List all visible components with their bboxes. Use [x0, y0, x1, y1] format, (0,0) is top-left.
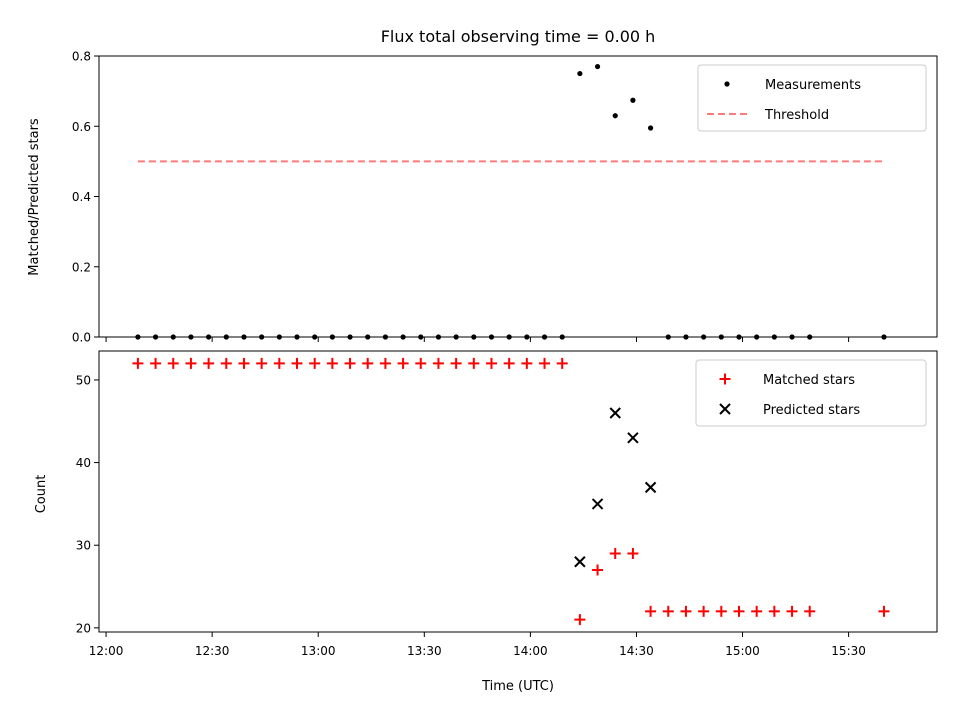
- matched-stars-point: [309, 357, 321, 369]
- bottom-y-tick-label: 30: [76, 539, 91, 553]
- matched-stars-point: [415, 357, 427, 369]
- bottom-series-matched-stars: [132, 357, 890, 626]
- bottom-y-tick-label: 50: [76, 373, 91, 387]
- x-tick-label: 15:00: [725, 644, 760, 658]
- top-y-axis-label: Matched/Predicted stars: [27, 118, 42, 276]
- legend-entry-label: Matched stars: [763, 373, 855, 388]
- matched-stars-point: [627, 547, 639, 559]
- legend-dot-swatch: [724, 81, 730, 87]
- matched-stars-point: [344, 357, 356, 369]
- top-y-tick-label: 0.2: [72, 260, 91, 274]
- matched-stars-point: [662, 605, 674, 617]
- matched-stars-point: [521, 357, 533, 369]
- chart-title: Flux total observing time = 0.00 h: [381, 27, 656, 46]
- legend-entry-label: Threshold: [764, 108, 829, 123]
- x-stroke-b: [627, 432, 639, 444]
- matched-stars-point: [592, 564, 604, 576]
- matched-stars-point: [220, 357, 232, 369]
- matched-stars-point: [450, 357, 462, 369]
- matched-stars-point: [698, 605, 710, 617]
- matched-stars-point: [362, 357, 374, 369]
- legend-entry-label: Predicted stars: [763, 403, 860, 418]
- matched-stars-point: [733, 605, 745, 617]
- matched-stars-point: [132, 357, 144, 369]
- top-legend-box: [697, 64, 927, 132]
- top-y-tick-label: 0.8: [72, 50, 91, 64]
- x-tick-label: 15:30: [831, 644, 866, 658]
- matched-stars-point: [468, 357, 480, 369]
- matched-stars-point: [539, 357, 551, 369]
- legend-entry-label: Measurements: [765, 78, 861, 93]
- top-y-tick-label: 0.6: [72, 120, 91, 134]
- predicted-stars-point: [574, 556, 586, 568]
- top-panel: 0.00.20.40.60.8 Matched/Predicted stars …: [27, 50, 938, 345]
- bottom-plot-frame: [98, 350, 938, 633]
- x-stroke-b: [574, 556, 586, 568]
- measurement-point: [577, 70, 583, 77]
- bottom-legend-box: [695, 359, 927, 427]
- x-stroke-b: [591, 498, 604, 510]
- top-y-tick-label: 0.0: [72, 331, 91, 345]
- x-axis-label: Time (UTC): [481, 679, 554, 694]
- x-tick-label: 12:00: [89, 644, 124, 658]
- x-tick-label: 13:00: [301, 644, 336, 658]
- matched-stars-point: [256, 357, 268, 369]
- x-stroke-b: [644, 481, 657, 494]
- matched-stars-point: [645, 605, 657, 617]
- predicted-stars-point: [591, 498, 604, 510]
- matched-stars-point: [379, 357, 391, 369]
- bottom-y-tick-label: 40: [76, 456, 91, 470]
- matched-stars-point: [185, 357, 197, 369]
- matched-stars-point: [804, 605, 816, 617]
- matched-stars-point: [273, 357, 285, 369]
- measurement-point: [630, 97, 636, 103]
- matched-stars-point: [150, 357, 162, 369]
- matched-stars-point: [397, 357, 409, 369]
- x-stroke-b: [609, 407, 621, 419]
- measurement-point: [647, 125, 654, 131]
- matched-stars-point: [574, 614, 586, 626]
- top-y-tick-label: 0.4: [72, 190, 91, 204]
- matched-stars-point: [609, 547, 621, 559]
- bottom-y-tick-label: 20: [76, 621, 91, 635]
- matched-stars-point: [715, 605, 727, 617]
- measurement-point: [612, 113, 618, 119]
- top-legend: Measurements Threshold: [697, 64, 927, 132]
- legend-x-b: [719, 403, 731, 415]
- matched-stars-point: [203, 357, 215, 369]
- matched-stars-point: [503, 357, 515, 369]
- matched-stars-point: [878, 605, 890, 617]
- x-tick-label: 12:30: [195, 644, 230, 658]
- matched-stars-point: [768, 605, 780, 617]
- bottom-panel: 20 30 40 50 12:00 12:30 13:00 13:30 14:00 14:30 15…: [34, 350, 938, 658]
- matched-stars-point: [291, 357, 303, 369]
- x-tick-label: 13:30: [407, 644, 442, 658]
- matched-stars-point: [326, 357, 338, 369]
- matched-stars-point: [680, 605, 692, 617]
- x-tick-label: 14:00: [513, 644, 548, 658]
- matched-stars-point: [556, 357, 568, 369]
- bottom-legend: Matched stars Predicted stars: [695, 359, 927, 427]
- bottom-series-predicted-stars: [574, 407, 657, 568]
- matched-stars-point: [238, 357, 250, 369]
- predicted-stars-point: [609, 407, 621, 419]
- matched-stars-point: [432, 357, 444, 369]
- predicted-stars-point: [644, 481, 657, 494]
- measurement-point: [594, 63, 601, 70]
- matched-stars-point: [786, 605, 798, 617]
- predicted-stars-point: [627, 432, 639, 444]
- bottom-y-axis-label: Count: [34, 475, 49, 514]
- x-tick-label: 14:30: [619, 644, 654, 658]
- matched-stars-point: [485, 357, 497, 369]
- matched-stars-point: [751, 605, 763, 617]
- matched-stars-point: [167, 357, 179, 369]
